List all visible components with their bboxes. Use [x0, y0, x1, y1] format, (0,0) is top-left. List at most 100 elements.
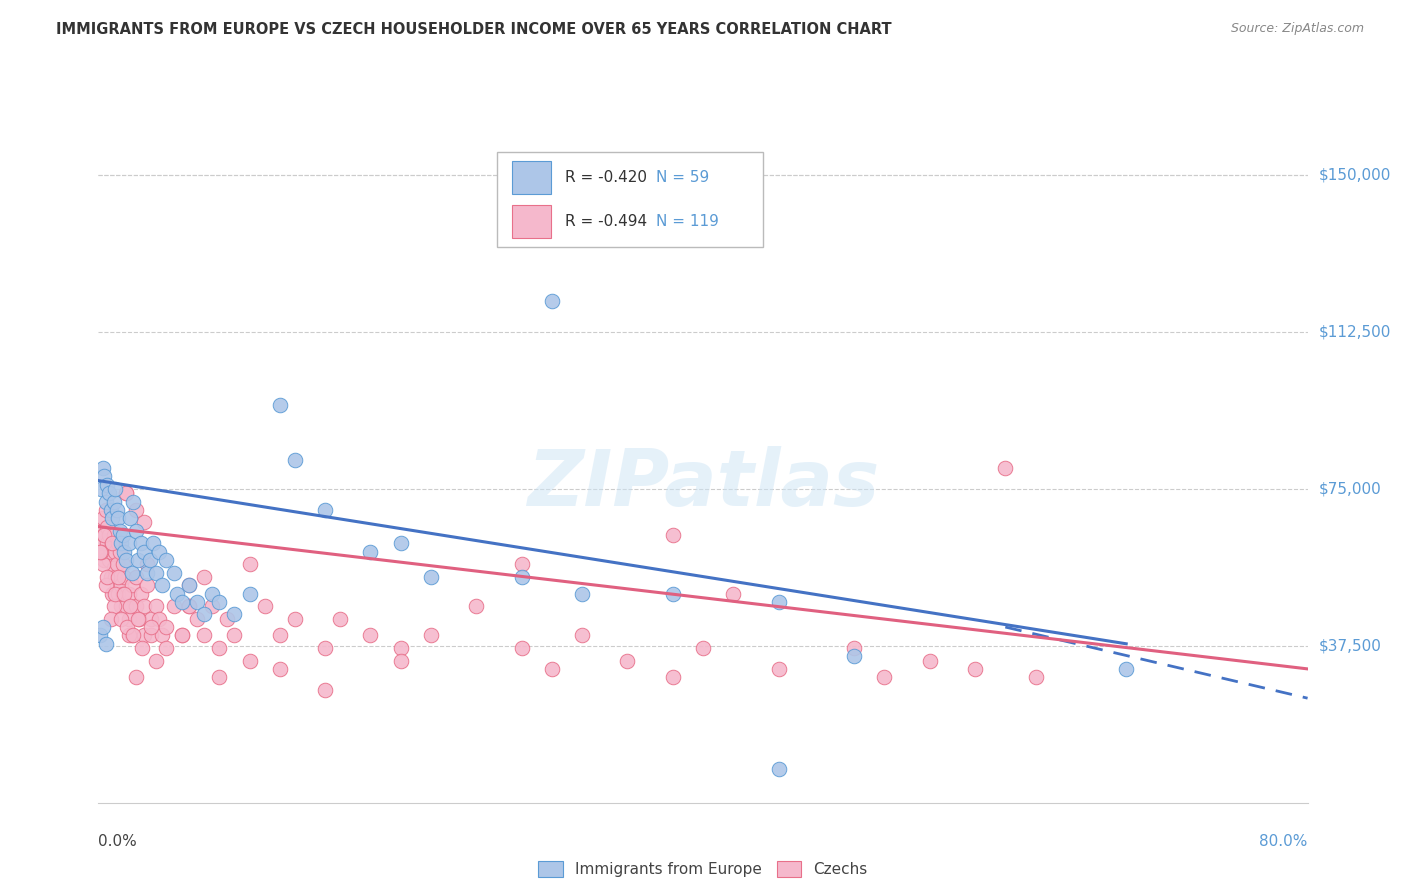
Point — [215, 612, 238, 626]
Point — [108, 524, 131, 538]
Point — [103, 599, 125, 614]
Point — [125, 570, 148, 584]
Text: N = 119: N = 119 — [655, 214, 718, 228]
Point — [96, 519, 118, 533]
Point — [108, 545, 131, 559]
Legend: Immigrants from Europe, Czechs: Immigrants from Europe, Czechs — [531, 855, 875, 883]
Point — [107, 586, 129, 600]
Point — [571, 628, 593, 642]
Point — [96, 570, 118, 584]
Point — [510, 570, 533, 584]
Point — [110, 612, 132, 626]
Point — [103, 561, 125, 575]
Point — [170, 628, 193, 642]
Point — [145, 653, 167, 667]
Point — [314, 682, 336, 697]
Point — [284, 612, 307, 626]
Point — [112, 570, 135, 584]
Point — [103, 528, 125, 542]
Point — [239, 653, 262, 667]
Point — [90, 482, 112, 496]
Point — [115, 620, 138, 634]
Point — [284, 452, 307, 467]
Point — [918, 653, 941, 667]
Point — [269, 662, 291, 676]
Point — [100, 503, 122, 517]
Point — [120, 511, 142, 525]
Point — [104, 482, 127, 496]
Point — [121, 578, 143, 592]
Point — [193, 607, 215, 622]
Text: R = -0.420: R = -0.420 — [565, 170, 647, 186]
Point — [873, 670, 896, 684]
Text: Source: ZipAtlas.com: Source: ZipAtlas.com — [1230, 22, 1364, 36]
Point — [155, 640, 177, 655]
Text: N = 59: N = 59 — [655, 170, 709, 186]
Point — [141, 628, 163, 642]
Point — [94, 578, 117, 592]
Point — [186, 595, 208, 609]
Point — [208, 640, 231, 655]
Text: $150,000: $150,000 — [1319, 168, 1391, 183]
Point — [111, 528, 134, 542]
Point — [108, 570, 131, 584]
Point — [132, 599, 155, 614]
Point — [110, 536, 132, 550]
Point — [193, 570, 215, 584]
Point — [105, 578, 128, 592]
Text: IMMIGRANTS FROM EUROPE VS CZECH HOUSEHOLDER INCOME OVER 65 YEARS CORRELATION CHA: IMMIGRANTS FROM EUROPE VS CZECH HOUSEHOL… — [56, 22, 891, 37]
Point — [145, 566, 167, 580]
Point — [360, 628, 382, 642]
Point — [118, 612, 141, 626]
Point — [329, 612, 352, 626]
Point — [139, 553, 162, 567]
Point — [125, 670, 148, 684]
Point — [768, 762, 790, 776]
Point — [269, 628, 291, 642]
Point — [114, 553, 136, 567]
Point — [510, 640, 533, 655]
Point — [112, 545, 135, 559]
Point — [170, 628, 193, 642]
Text: $75,000: $75,000 — [1319, 482, 1382, 497]
Point — [844, 649, 866, 664]
Point — [104, 586, 127, 600]
Point — [389, 536, 412, 550]
Point — [100, 612, 122, 626]
Point — [201, 586, 224, 600]
Point — [170, 595, 193, 609]
Point — [96, 536, 118, 550]
Point — [100, 545, 122, 559]
Point — [114, 599, 136, 614]
Text: ZIPatlas: ZIPatlas — [527, 446, 879, 522]
Point — [101, 586, 124, 600]
Point — [91, 511, 114, 525]
Point — [721, 586, 744, 600]
Point — [129, 536, 152, 550]
Point — [127, 612, 149, 626]
Point — [94, 545, 117, 559]
Point — [121, 566, 143, 580]
Point — [89, 545, 111, 559]
Point — [616, 653, 638, 667]
Point — [114, 486, 136, 500]
Point — [253, 599, 276, 614]
Point — [91, 536, 114, 550]
Point — [132, 628, 155, 642]
Point — [129, 586, 152, 600]
Point — [93, 553, 115, 567]
Point — [100, 570, 122, 584]
Point — [314, 503, 336, 517]
Point — [132, 516, 155, 530]
Point — [163, 599, 186, 614]
Point — [101, 536, 124, 550]
Point — [141, 612, 163, 626]
Point — [965, 662, 987, 676]
Point — [128, 612, 150, 626]
Point — [131, 640, 153, 655]
Point — [107, 536, 129, 550]
Point — [135, 578, 157, 592]
Point — [148, 612, 170, 626]
Point — [661, 586, 683, 600]
Point — [93, 528, 115, 542]
